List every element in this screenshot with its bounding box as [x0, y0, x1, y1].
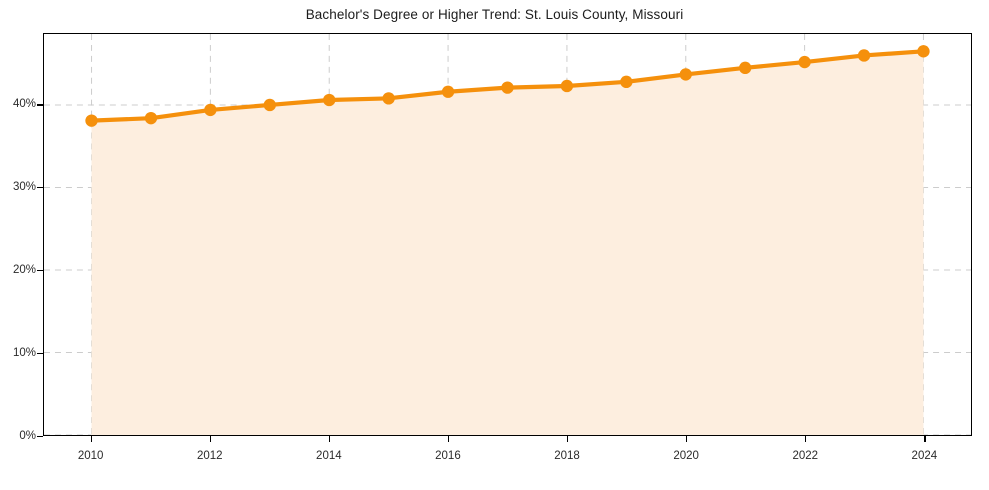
- y-tick-mark: [37, 104, 43, 106]
- x-tick-mark: [447, 436, 450, 442]
- data-point: [679, 68, 692, 81]
- data-point: [620, 75, 633, 89]
- x-tick-label: 2024: [911, 450, 938, 462]
- x-tick-label: 2022: [792, 450, 819, 462]
- data-point: [323, 93, 336, 107]
- y-tick-mark: [37, 187, 43, 189]
- y-tick-mark: [37, 353, 43, 355]
- x-tick-mark: [209, 436, 211, 442]
- y-tick-label: 40%: [12, 98, 36, 111]
- data-point: [441, 85, 455, 98]
- data-point: [917, 45, 930, 58]
- y-tick-mark: [37, 436, 43, 438]
- x-tick-mark: [90, 436, 92, 442]
- x-tick-label: 2014: [316, 450, 342, 462]
- x-tick-mark: [567, 436, 569, 442]
- data-point: [560, 79, 574, 93]
- x-tick-mark: [686, 436, 688, 442]
- y-axis: 0% 10% 20% 30% 40%: [0, 0, 43, 490]
- x-tick-label: 2010: [77, 450, 104, 462]
- x-tick-mark: [924, 436, 926, 442]
- data-point: [85, 114, 98, 127]
- y-tick-label: 10%: [12, 347, 36, 360]
- x-tick-label: 2020: [673, 450, 699, 462]
- y-tick-label: 0%: [19, 430, 36, 442]
- chart-title: Bachelor's Degree or Higher Trend: St. L…: [305, 7, 684, 22]
- data-point-markers: [85, 45, 930, 127]
- x-tick-mark: [805, 436, 807, 442]
- area-fill: [91, 51, 924, 435]
- plot-area: [43, 33, 972, 436]
- chart-plot-svg: [44, 34, 971, 435]
- y-tick-mark: [37, 270, 43, 272]
- data-point: [144, 111, 158, 125]
- data-point: [798, 55, 811, 69]
- x-tick-label: 2012: [196, 450, 223, 462]
- data-point: [204, 103, 217, 117]
- x-tick-mark: [328, 436, 331, 442]
- y-tick-label: 20%: [12, 264, 36, 277]
- data-point: [382, 92, 395, 105]
- data-point: [263, 98, 276, 112]
- data-point: [501, 81, 514, 94]
- x-tick-label: 2016: [435, 450, 461, 462]
- x-tick-label: 2018: [554, 450, 580, 462]
- data-point: [739, 61, 752, 75]
- y-tick-label: 30%: [12, 181, 36, 194]
- data-point: [857, 49, 871, 62]
